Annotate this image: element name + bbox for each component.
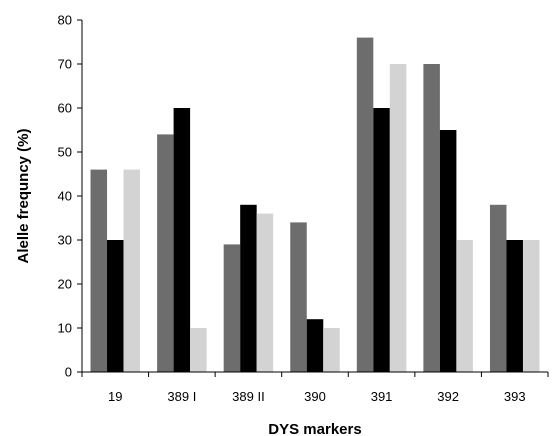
y-tick-label: 70 <box>58 57 72 72</box>
bar <box>290 222 307 372</box>
y-axis-title: Alelle frequncy (%) <box>15 128 32 263</box>
y-tick-label: 10 <box>58 321 72 336</box>
bar <box>107 240 124 372</box>
bar <box>190 328 207 372</box>
bar <box>256 213 274 372</box>
bar <box>373 108 390 372</box>
x-tick-label: 392 <box>437 389 459 404</box>
y-tick-label: 40 <box>58 189 72 204</box>
bar <box>323 328 340 372</box>
y-ticks-group: 0 10 20 30 40 50 60 70 80 <box>58 13 82 380</box>
x-tick-label: 390 <box>304 389 326 404</box>
bar <box>389 64 407 372</box>
bar <box>489 204 507 372</box>
y-tick-label: 30 <box>58 233 72 248</box>
bar <box>356 37 374 372</box>
bar <box>223 244 241 372</box>
bar <box>157 134 174 372</box>
x-axis-title: DYS markers <box>268 421 361 436</box>
bar <box>456 240 473 372</box>
bar <box>90 169 108 372</box>
y-tick-label: 50 <box>58 145 72 160</box>
x-tick-label: 19 <box>108 389 122 404</box>
bar <box>522 240 540 372</box>
bar <box>306 319 324 372</box>
y-tick-label: 60 <box>58 101 72 116</box>
x-tick-label: 389 II <box>232 389 265 404</box>
y-tick-label: 0 <box>65 365 72 380</box>
y-tick-label: 20 <box>58 277 72 292</box>
bars-group <box>90 37 540 372</box>
x-ticks-group: 19 389 I 389 II 390 391 392 393 <box>81 372 549 404</box>
x-tick-label: 393 <box>504 389 526 404</box>
y-tick-label: 80 <box>58 13 72 28</box>
x-tick-label: 391 <box>371 389 393 404</box>
bar <box>123 169 141 372</box>
x-tick-label: 389 I <box>167 389 196 404</box>
bar <box>423 64 440 372</box>
bar <box>173 108 191 372</box>
bar <box>240 204 257 372</box>
bar <box>439 130 457 372</box>
bar <box>506 240 523 372</box>
